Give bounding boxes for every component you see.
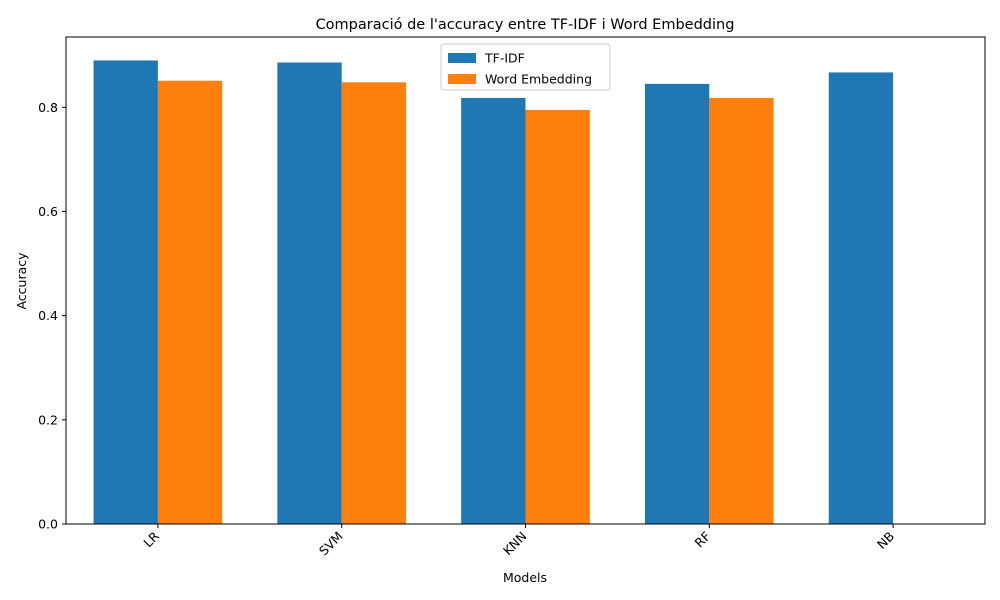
- bar-word-embedding-svm: [341, 82, 407, 524]
- x-ticks: LR SVM KNN RF NB: [140, 524, 897, 558]
- x-tick-label-rf: RF: [692, 529, 714, 551]
- y-tick-label: 0.6: [38, 204, 58, 219]
- legend: TF-IDF Word Embedding: [440, 43, 611, 91]
- bar-tf-idf-svm: [277, 62, 342, 525]
- legend-swatch-word-embedding: [448, 74, 476, 84]
- x-tick-label-lr: LR: [140, 528, 162, 550]
- y-tick-label: 0.2: [38, 412, 58, 427]
- legend-swatch-tf-idf: [448, 53, 476, 63]
- legend-label-tf-idf: TF-IDF: [484, 51, 525, 66]
- bar-word-embedding-lr: [157, 80, 223, 524]
- legend-box: [440, 43, 611, 91]
- bar-word-embedding-knn: [525, 109, 590, 525]
- bars-group: [93, 60, 894, 525]
- chart-title: Comparació de l'accuracy entre TF-IDF i …: [316, 17, 735, 33]
- bar-word-embedding-rf: [709, 97, 774, 524]
- x-axis-label: Models: [503, 570, 547, 585]
- legend-label-word-embedding: Word Embedding: [485, 72, 592, 87]
- bar-tf-idf-lr: [93, 60, 158, 524]
- bar-tf-idf-rf: [644, 83, 710, 524]
- y-ticks: 0.0 0.2 0.4 0.6 0.8: [38, 100, 66, 532]
- y-tick-label: 0.0: [38, 517, 58, 532]
- bar-tf-idf-knn: [461, 97, 526, 524]
- x-tick-label-knn: KNN: [500, 529, 530, 559]
- y-tick-label: 0.4: [38, 308, 58, 323]
- y-axis-label: Accuracy: [14, 252, 29, 310]
- y-tick-label: 0.8: [38, 100, 58, 115]
- bar-tf-idf-nb: [828, 72, 894, 525]
- x-tick-label-svm: SVM: [316, 529, 346, 559]
- x-tick-label-nb: NB: [874, 529, 897, 552]
